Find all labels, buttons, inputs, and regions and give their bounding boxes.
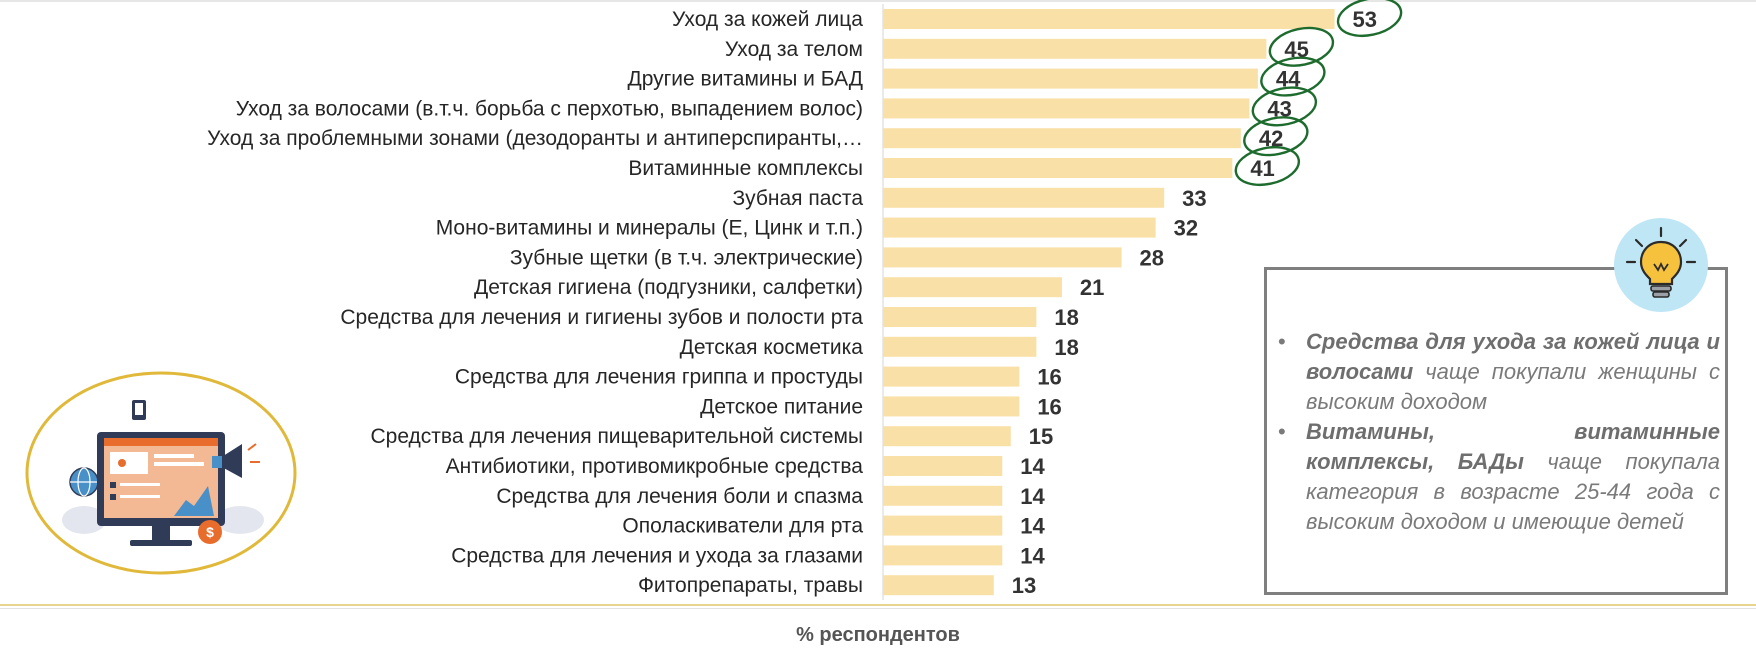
notes-list: • Средства для ухода за кожей лица и вол… bbox=[1276, 327, 1720, 537]
value-label: 32 bbox=[1174, 216, 1198, 241]
value-label: 14 bbox=[1020, 543, 1045, 568]
bar bbox=[883, 187, 1165, 208]
bottom-rule-shadow bbox=[0, 608, 1756, 609]
category-label: Средства для лечения и ухода за глазами bbox=[451, 544, 863, 567]
category-label: Ополаскиватели для рта bbox=[622, 515, 863, 538]
category-label: Моно-витамины и минералы (Е, Цинк и т.п.… bbox=[436, 217, 863, 240]
bar bbox=[883, 366, 1020, 387]
bar bbox=[883, 545, 1003, 566]
note-bullet: • bbox=[1278, 329, 1286, 354]
category-label: Уход за проблемными зонами (дезодоранты … bbox=[207, 127, 863, 150]
category-label: Антибиотики, противомикробные средства bbox=[446, 455, 864, 478]
bar bbox=[883, 128, 1241, 149]
bar-chart: Уход за кожей лица Уход за телом Другие ви… bbox=[207, 0, 1403, 600]
marketing-monitor-illustration: $ bbox=[24, 370, 298, 576]
category-label: Детская гигиена (подгузники, салфетки) bbox=[474, 276, 863, 299]
category-label: Зубные щетки (в т.ч. электрические) bbox=[510, 246, 863, 269]
category-label: Детское питание bbox=[700, 395, 863, 418]
value-label: 15 bbox=[1029, 424, 1053, 449]
bar bbox=[883, 98, 1250, 119]
value-highlight-circle bbox=[1268, 26, 1335, 67]
category-label: Витаминные комплексы bbox=[628, 157, 863, 180]
value-label: 16 bbox=[1037, 394, 1061, 419]
bar bbox=[883, 9, 1335, 29]
note-text: чаще покупала категория в возрасте 25-44… bbox=[1306, 449, 1720, 534]
dollar-icon: $ bbox=[198, 520, 222, 544]
value-highlight-circle bbox=[1234, 145, 1301, 187]
bar bbox=[883, 307, 1037, 327]
category-label: Уход за волосами (в.т.ч. борьба с перхот… bbox=[236, 97, 863, 120]
category-label: Уход за телом bbox=[725, 38, 863, 61]
category-label: Средства для лечения и гигиены зубов и п… bbox=[340, 306, 863, 329]
value-highlight-circle bbox=[1336, 0, 1403, 38]
note-item: • Средства для ухода за кожей лица и вол… bbox=[1276, 327, 1720, 417]
value-label: 45 bbox=[1284, 37, 1308, 62]
value-label: 13 bbox=[1012, 573, 1036, 598]
value-label: 41 bbox=[1250, 156, 1274, 181]
note-emphasis: Средства для ухода за кожей лица и волос… bbox=[1306, 329, 1720, 384]
note-item: • Витамины, витаминные комплексы, БАДы ч… bbox=[1276, 417, 1720, 537]
category-label: Средства для лечения пищеварительной сис… bbox=[370, 425, 863, 448]
value-label: 43 bbox=[1267, 96, 1291, 121]
category-label: Уход за кожей лица bbox=[672, 8, 863, 31]
lightbulb-icon bbox=[1614, 218, 1708, 312]
bottom-rule bbox=[0, 604, 1756, 606]
category-label: Зубная паста bbox=[732, 187, 863, 210]
value-label: 16 bbox=[1037, 365, 1061, 390]
value-label: 18 bbox=[1054, 335, 1078, 360]
bar bbox=[883, 396, 1020, 417]
globe-icon bbox=[69, 467, 99, 497]
svg-text:$: $ bbox=[206, 524, 214, 540]
bar bbox=[883, 247, 1122, 268]
category-label: Средства для лечения гриппа и простуды bbox=[455, 366, 863, 389]
value-label: 14 bbox=[1020, 484, 1045, 509]
bar bbox=[883, 336, 1037, 357]
bar bbox=[883, 217, 1156, 238]
note-bullet: • bbox=[1278, 419, 1286, 444]
value-label: 21 bbox=[1080, 275, 1104, 300]
value-label: 44 bbox=[1276, 67, 1301, 92]
value-highlight-circle bbox=[1251, 86, 1318, 127]
bar bbox=[883, 456, 1003, 476]
value-highlight-circle bbox=[1243, 116, 1309, 157]
value-highlight-circle bbox=[1260, 56, 1326, 97]
value-label: 18 bbox=[1054, 305, 1078, 330]
notes-box bbox=[1264, 267, 1728, 595]
value-label: 42 bbox=[1259, 126, 1283, 151]
value-label: 33 bbox=[1182, 186, 1206, 211]
x-axis-label: % респондентов bbox=[796, 624, 960, 646]
category-label: Детская косметика bbox=[680, 336, 864, 359]
value-label: 14 bbox=[1020, 514, 1045, 539]
bar bbox=[883, 277, 1062, 298]
megaphone-icon bbox=[212, 443, 260, 478]
bar bbox=[883, 575, 994, 596]
value-label: 28 bbox=[1140, 245, 1164, 270]
bar bbox=[883, 158, 1233, 178]
category-label: Фитопрепараты, травы bbox=[638, 574, 863, 597]
category-label: Средства для лечения боли и спазма bbox=[496, 485, 863, 508]
bar bbox=[883, 426, 1011, 447]
bar bbox=[883, 485, 1003, 506]
note-text: чаще покупали женщины с высоким доходом bbox=[1306, 359, 1720, 414]
note-emphasis: Витамины, витаминные комплексы, БАДы bbox=[1306, 419, 1720, 474]
value-label: 14 bbox=[1020, 454, 1045, 479]
bar bbox=[883, 38, 1267, 59]
value-label: 53 bbox=[1353, 7, 1377, 32]
category-label: Другие витамины и БАД bbox=[627, 68, 863, 91]
bar bbox=[883, 68, 1258, 89]
top-border bbox=[0, 0, 1756, 2]
bar bbox=[883, 515, 1003, 536]
